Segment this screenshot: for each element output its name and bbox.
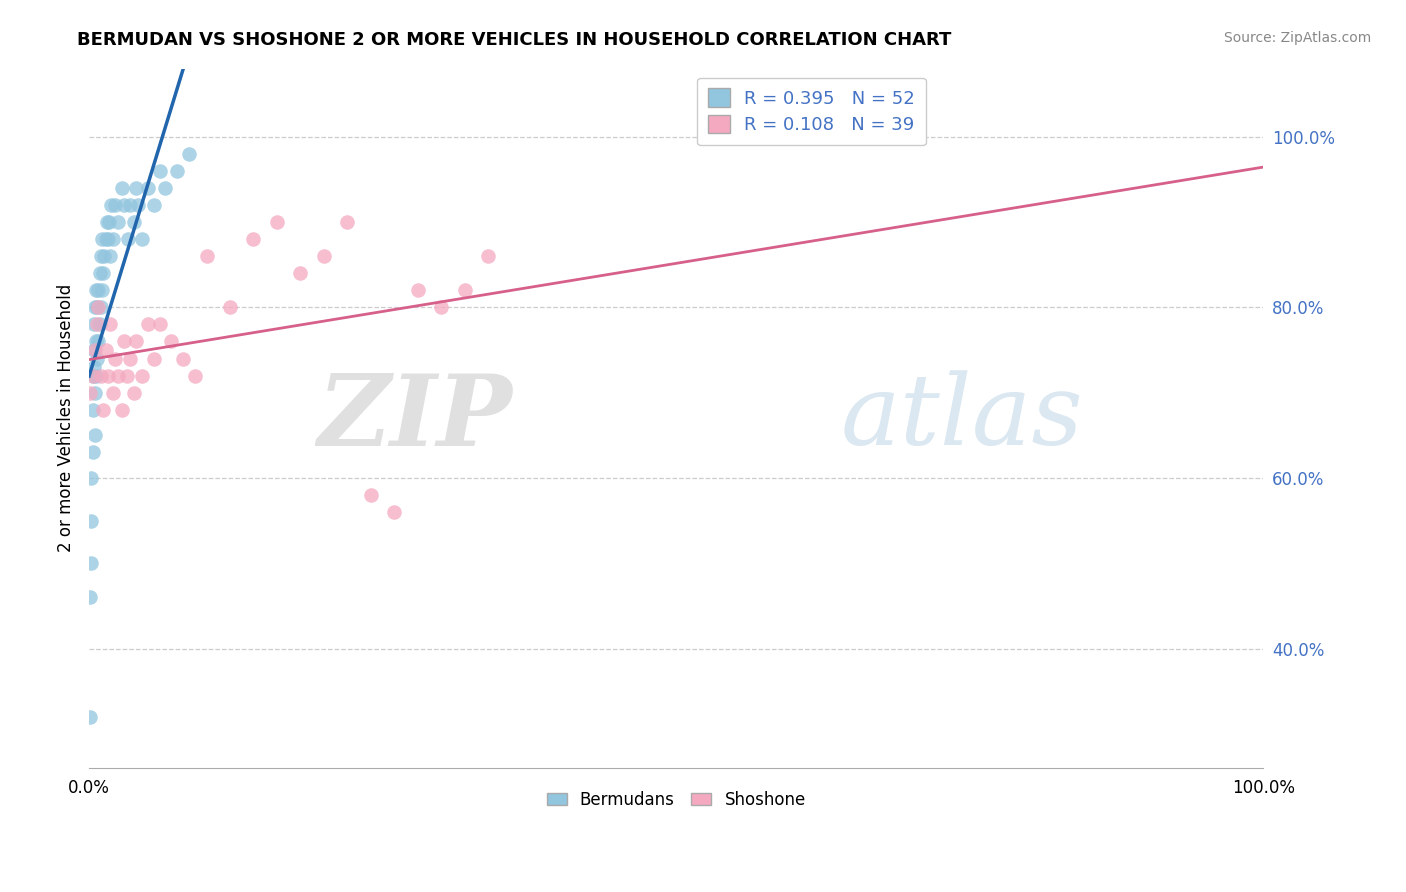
Point xyxy=(107,368,129,383)
Point xyxy=(84,385,107,400)
Point xyxy=(100,198,122,212)
Point xyxy=(142,198,165,212)
Point xyxy=(122,215,145,229)
Point xyxy=(93,249,115,263)
Point xyxy=(84,334,107,349)
Point xyxy=(177,146,200,161)
Point xyxy=(360,488,382,502)
Point xyxy=(83,318,105,332)
Point xyxy=(112,198,135,212)
Y-axis label: 2 or more Vehicles in Household: 2 or more Vehicles in Household xyxy=(58,285,75,552)
Point xyxy=(111,181,134,195)
Point xyxy=(97,232,120,246)
Point xyxy=(79,710,101,724)
Point xyxy=(84,343,107,357)
Text: Source: ZipAtlas.com: Source: ZipAtlas.com xyxy=(1223,31,1371,45)
Point xyxy=(477,249,499,263)
Point xyxy=(107,215,129,229)
Point xyxy=(430,301,453,315)
Text: ZIP: ZIP xyxy=(316,370,512,467)
Point xyxy=(94,343,117,357)
Point xyxy=(115,368,138,383)
Point xyxy=(172,351,194,366)
Point xyxy=(90,249,112,263)
Point xyxy=(266,215,288,229)
Point xyxy=(406,283,429,297)
Point xyxy=(86,301,108,315)
Point xyxy=(90,301,112,315)
Point xyxy=(454,283,477,297)
Point xyxy=(91,283,114,297)
Legend: Bermudans, Shoshone: Bermudans, Shoshone xyxy=(540,784,813,815)
Point xyxy=(312,249,335,263)
Point xyxy=(290,266,312,280)
Point xyxy=(80,514,103,528)
Point xyxy=(98,318,121,332)
Point xyxy=(79,385,101,400)
Point xyxy=(125,334,148,349)
Point xyxy=(79,591,101,605)
Point xyxy=(101,232,124,246)
Point xyxy=(242,232,264,246)
Point xyxy=(84,368,107,383)
Point xyxy=(127,198,149,212)
Point xyxy=(91,402,114,417)
Point xyxy=(101,385,124,400)
Point xyxy=(184,368,207,383)
Point xyxy=(96,215,118,229)
Point xyxy=(82,402,104,417)
Point xyxy=(82,445,104,459)
Point xyxy=(148,318,170,332)
Point xyxy=(83,359,105,374)
Text: atlas: atlas xyxy=(841,370,1084,466)
Point xyxy=(125,181,148,195)
Point xyxy=(160,334,183,349)
Point xyxy=(98,215,121,229)
Point xyxy=(90,368,112,383)
Point xyxy=(131,232,153,246)
Point xyxy=(80,556,103,570)
Point xyxy=(112,334,135,349)
Point xyxy=(195,249,218,263)
Point xyxy=(166,164,188,178)
Point xyxy=(136,181,159,195)
Point xyxy=(219,301,242,315)
Point xyxy=(84,428,107,442)
Point xyxy=(111,402,134,417)
Point xyxy=(84,283,107,297)
Point xyxy=(120,351,142,366)
Point xyxy=(131,368,153,383)
Point xyxy=(84,301,107,315)
Point xyxy=(136,318,159,332)
Point xyxy=(117,232,139,246)
Point xyxy=(384,505,406,519)
Point xyxy=(89,266,111,280)
Point xyxy=(104,351,127,366)
Point xyxy=(86,318,108,332)
Point xyxy=(86,351,108,366)
Point xyxy=(87,301,110,315)
Point xyxy=(148,164,170,178)
Point xyxy=(82,368,104,383)
Point xyxy=(80,471,103,485)
Point xyxy=(91,266,114,280)
Point xyxy=(120,198,142,212)
Point xyxy=(98,249,121,263)
Point xyxy=(142,351,165,366)
Point xyxy=(155,181,177,195)
Point xyxy=(82,368,104,383)
Text: BERMUDAN VS SHOSHONE 2 OR MORE VEHICLES IN HOUSEHOLD CORRELATION CHART: BERMUDAN VS SHOSHONE 2 OR MORE VEHICLES … xyxy=(77,31,952,49)
Point xyxy=(91,232,114,246)
Point xyxy=(94,232,117,246)
Point xyxy=(97,368,120,383)
Point xyxy=(83,343,105,357)
Point xyxy=(87,334,110,349)
Point xyxy=(104,198,127,212)
Point xyxy=(87,283,110,297)
Point xyxy=(336,215,359,229)
Point xyxy=(122,385,145,400)
Point xyxy=(89,318,111,332)
